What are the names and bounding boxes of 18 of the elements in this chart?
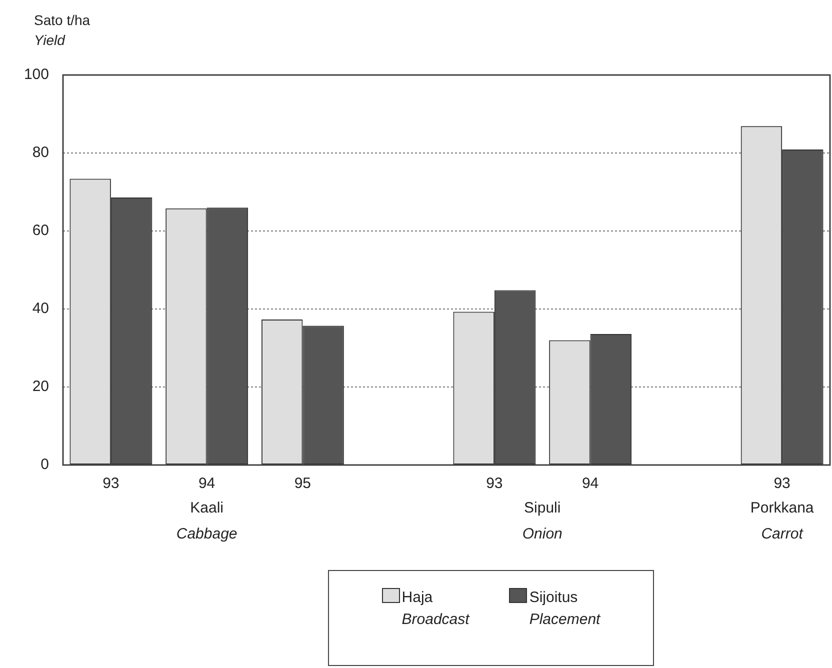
text: Kaali Cabbage xyxy=(176,500,238,543)
y-tick-label: 40 xyxy=(32,300,49,318)
y-tick-label: 100 xyxy=(24,66,49,84)
text: Porkkana Carrot xyxy=(750,500,814,543)
text: Sipuli Onion xyxy=(522,500,562,543)
x-tick-label: 94 xyxy=(198,475,216,492)
x-tick-label: 93 xyxy=(102,475,120,492)
y-tick-label: 60 xyxy=(32,222,49,240)
y-axis-title: Sato t/ha Yield xyxy=(34,11,90,50)
y-tick-label: 80 xyxy=(32,144,49,162)
legend-label: Sijoitus Placement xyxy=(528,588,600,630)
legend-label: Haja Broadcast xyxy=(400,588,470,630)
y-tick-label: 20 xyxy=(32,378,49,396)
x-tick-label: 93 xyxy=(774,475,790,492)
x-tick-label: 95 xyxy=(294,475,312,492)
x-tick-label: 94 xyxy=(582,475,599,492)
x-tick-label: 93 xyxy=(486,475,503,492)
y-tick-label: 0 xyxy=(40,456,49,474)
